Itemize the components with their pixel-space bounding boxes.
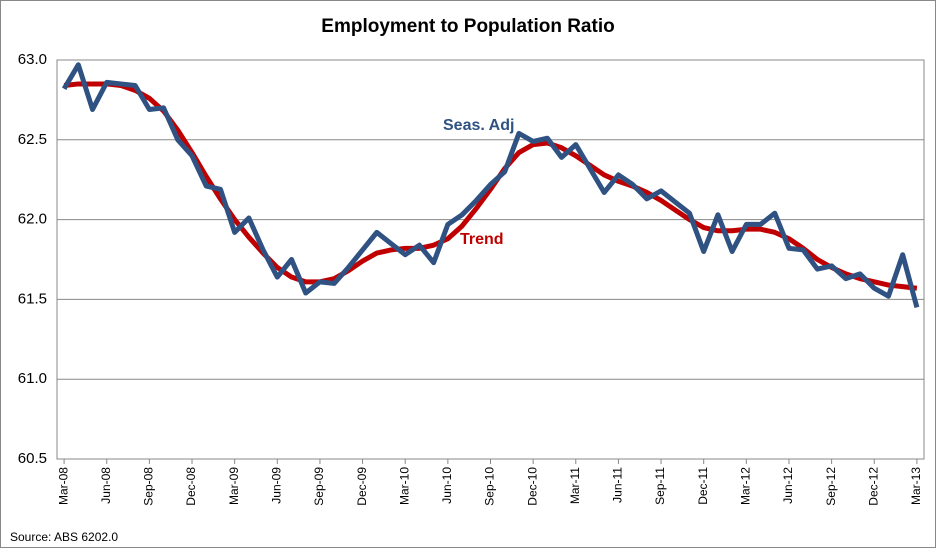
x-tick-label: Dec-12 [866, 467, 880, 506]
x-tick-label: Jun-10 [440, 467, 454, 504]
y-tick-label: 60.5 [18, 450, 47, 467]
x-tick-label: Mar-10 [397, 467, 411, 505]
y-tick-label: 61.5 [18, 290, 47, 307]
x-tick-label: Mar-08 [56, 467, 70, 505]
x-tick-label: Sep-09 [312, 467, 326, 506]
source-note: Source: ABS 6202.0 [10, 530, 118, 544]
x-tick-label: Sep-12 [824, 467, 838, 506]
x-tick-label: Jun-08 [99, 467, 113, 504]
series-label: Seas. Adj [443, 117, 514, 134]
x-tick-label: Dec-10 [525, 467, 539, 506]
x-tick-label: Sep-10 [483, 467, 497, 506]
x-tick-label: Jun-11 [611, 467, 625, 503]
x-tick-label: Dec-11 [696, 467, 710, 505]
x-tick-label: Mar-12 [739, 467, 753, 505]
x-tick-label: Jun-12 [781, 467, 795, 504]
series-line [63, 81, 918, 291]
series-line [61, 62, 920, 309]
x-tick-label: Dec-08 [184, 467, 198, 506]
y-tick-label: 63.0 [18, 51, 47, 68]
chart-title: Employment to Population Ratio [321, 16, 614, 37]
x-tick-label: Mar-09 [227, 467, 241, 505]
y-tick-label: 61.0 [18, 370, 47, 387]
y-tick-label: 62.0 [18, 211, 47, 228]
x-tick-label: Mar-13 [909, 467, 923, 505]
x-tick-label: Mar-11 [568, 467, 582, 504]
x-tick-label: Jun-09 [269, 467, 283, 504]
x-tick-label: Sep-11 [653, 467, 667, 505]
x-tick-label: Dec-09 [355, 467, 369, 506]
y-tick-label: 62.5 [18, 131, 47, 148]
x-tick-label: Sep-08 [142, 467, 156, 506]
series-label: Trend [460, 231, 504, 248]
